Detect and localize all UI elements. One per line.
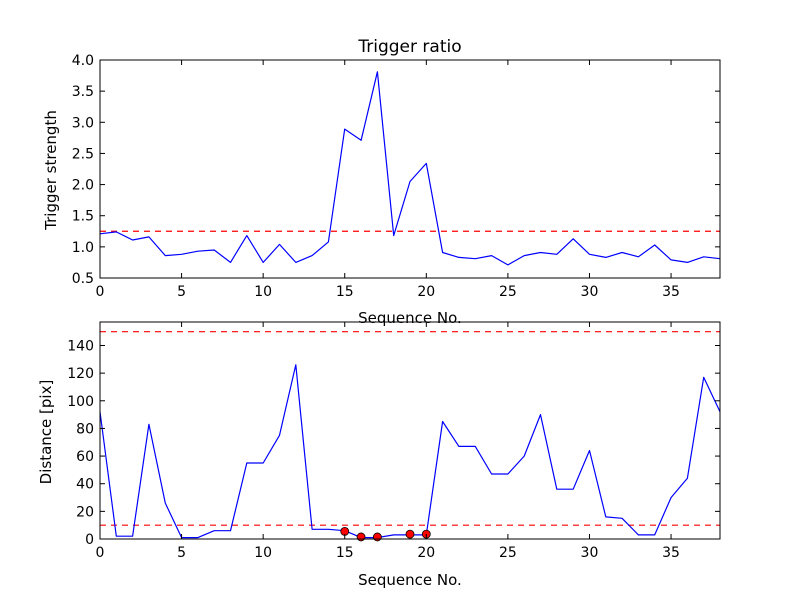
trigger-ratio-ytick-label: 1.5	[72, 209, 94, 225]
trigger-ratio-ytick-label: 2.0	[72, 178, 94, 194]
trigger-ratio-ytick-label: 3.5	[72, 84, 94, 100]
distance-xtick-label: 35	[662, 545, 680, 561]
distance-marker	[356, 532, 366, 542]
trigger-ratio-ylabel: Trigger strength	[42, 110, 60, 231]
trigger-ratio-xtick-label: 25	[499, 284, 517, 300]
distance-ytick-label: 120	[67, 366, 94, 382]
distance-xtick-label: 10	[254, 545, 272, 561]
trigger-ratio-xtick-label: 5	[177, 284, 186, 300]
trigger-ratio-ytick-label: 2.5	[72, 146, 94, 162]
distance-xtick-label: 5	[177, 545, 186, 561]
trigger-ratio-marks: 0 5 10 15 20 25 30 35 0.5 1.0 1.5 2.0 2.5 3.0 3.5 4.0	[72, 53, 721, 300]
trigger-ratio-xtick-label: 0	[96, 284, 105, 300]
distance-frame	[99, 321, 721, 540]
distance-ylabel: Distance [pix]	[37, 380, 55, 485]
distance-xtick-label: 25	[499, 545, 517, 561]
distance-ytick-label: 20	[76, 504, 94, 520]
distance-marker	[405, 529, 415, 539]
trigger-ratio-frame	[99, 59, 721, 279]
trigger-ratio-xlabel: Sequence No.	[358, 309, 462, 327]
trigger-ratio-ytick-label: 0.5	[72, 271, 94, 287]
distance-ytick-label: 100	[67, 394, 94, 410]
trigger-ratio-xtick-label: 30	[581, 284, 599, 300]
trigger-ratio-ytick-label: 4.0	[72, 53, 94, 69]
distance-xtick-label: 0	[96, 545, 105, 561]
trigger-ratio-xtick-label: 35	[662, 284, 680, 300]
trigger-ratio-title: Trigger ratio	[357, 37, 461, 57]
distance-ytick-label: 40	[76, 477, 94, 493]
distance-axes: Distance [pix] Sequence No. 0 5 10 15 20 25 30…	[37, 321, 721, 589]
trigger-ratio-series-line-0	[99, 71, 721, 266]
distance-xtick-label: 20	[417, 545, 435, 561]
trigger-ratio-ytick-label: 3.0	[72, 115, 94, 131]
distance-xlabel: Sequence No.	[358, 571, 462, 589]
distance-xtick-label: 30	[581, 545, 599, 561]
trigger-ratio-xtick-label: 15	[336, 284, 354, 300]
trigger-ratio-xtick-label: 20	[417, 284, 435, 300]
distance-ytick-label: 60	[76, 449, 94, 465]
trigger-ratio-xtick-label: 10	[254, 284, 272, 300]
distance-marker	[372, 532, 382, 542]
trigger-ratio-ytick-label: 1.0	[72, 240, 94, 256]
distance-ytick-label: 80	[76, 421, 94, 437]
distance-ytick-label: 0	[85, 532, 94, 548]
distance-marks: 0 5 10 15 20 25 30 35 0 20 40 60 80 100 120 140	[67, 321, 721, 561]
distance-xtick-label: 15	[336, 545, 354, 561]
distance-ytick-label: 140	[67, 338, 94, 354]
